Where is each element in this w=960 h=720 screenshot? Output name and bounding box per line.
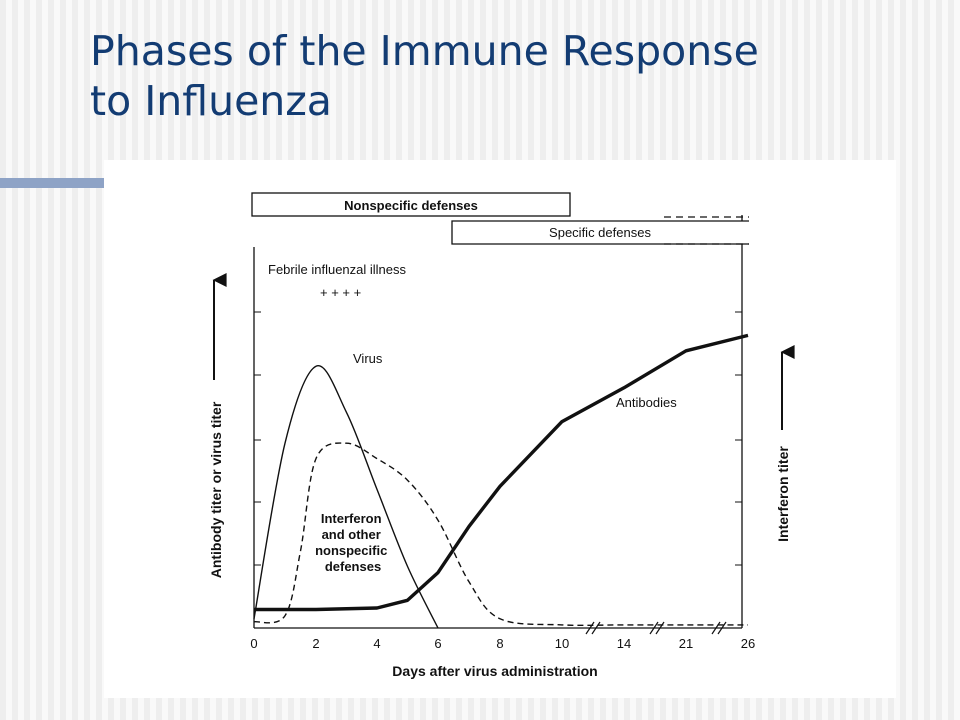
interferon-label-line-4: defenses	[325, 559, 381, 574]
series-line-interferon	[253, 442, 748, 627]
x-tick-label-8: 8	[496, 636, 503, 651]
series-line-virus	[253, 365, 439, 629]
x-tick-label-2: 2	[312, 636, 319, 651]
phase-bar-specific-label: Specific defenses	[549, 225, 651, 240]
illness-label: Febrile influenzal illness	[268, 262, 407, 277]
x-tick-labels: 0 2 4 6 8 10 14 21 26	[250, 636, 755, 651]
series-line-antibodies	[254, 333, 749, 612]
chart-figure: 0 2 4 6 8 10 14 21 26 Nonspecific defenses Speci…	[104, 160, 896, 698]
axis-break-marks	[585, 621, 727, 635]
x-tick-label-4: 4	[373, 636, 380, 651]
illness-marks: + + + +	[320, 285, 361, 300]
interferon-label-line-2: and other	[322, 527, 381, 542]
x-axis-title: Days after virus administration	[392, 663, 597, 679]
series-label-interferon: Interferon and other nonspecific defense…	[315, 511, 391, 574]
phase-bar-nonspecific-label: Nonspecific defenses	[344, 198, 478, 213]
phase-bar-specific	[451, 220, 749, 245]
left-axis-title: Antibody titer or virus titer	[208, 401, 224, 578]
immune-response-chart: 0 2 4 6 8 10 14 21 26 Nonspecific defenses Speci…	[208, 192, 795, 679]
x-tick-label-10: 10	[555, 636, 569, 651]
interferon-label-line-3: nonspecific	[315, 543, 387, 558]
series-label-antibodies: Antibodies	[616, 395, 677, 410]
x-tick-label-21: 21	[679, 636, 693, 651]
title-accent-bar	[0, 178, 104, 188]
slide-title-line-2: to Influenza	[90, 77, 332, 125]
x-tick-label-0: 0	[250, 636, 257, 651]
x-tick-label-6: 6	[434, 636, 441, 651]
x-tick-label-26: 26	[741, 636, 755, 651]
slide-title: Phases of the Immune Response to Influen…	[90, 26, 930, 126]
series-label-virus: Virus	[353, 351, 383, 366]
right-axis-title: Interferon titer	[775, 446, 791, 542]
right-y-ticks	[735, 311, 742, 566]
slide-title-line-1: Phases of the Immune Response	[90, 27, 759, 75]
interferon-label-line-1: Interferon	[321, 511, 382, 526]
x-tick-label-14: 14	[617, 636, 631, 651]
left-y-ticks	[254, 311, 261, 566]
phase-bar-nonspecific	[251, 192, 571, 217]
